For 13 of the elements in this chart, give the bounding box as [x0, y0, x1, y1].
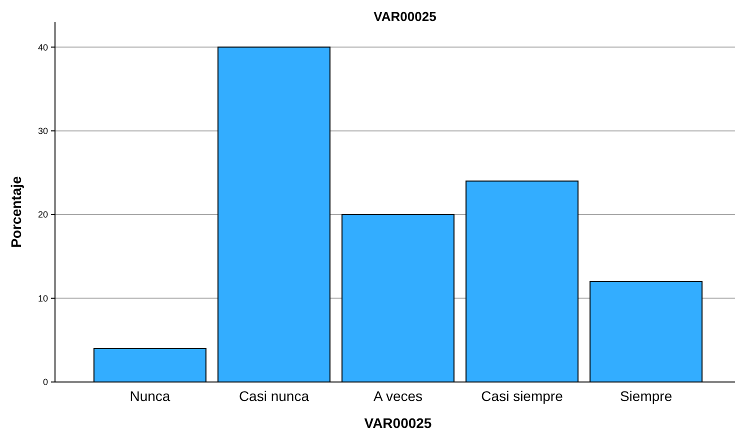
x-axis-title: VAR00025 — [364, 415, 432, 431]
y-tick-label: 10 — [38, 293, 48, 304]
x-tick-label: Casi nunca — [238, 388, 310, 404]
y-axis-title: Porcentaje — [8, 176, 24, 248]
x-tick-label: Casi siempre — [481, 388, 564, 404]
y-tick-label: 40 — [38, 42, 48, 52]
chart-title: VAR00025 — [374, 9, 436, 24]
y-tick-label: 30 — [38, 126, 48, 136]
x-tick-label: Siempre — [620, 388, 672, 404]
y-tick-label: 20 — [38, 210, 48, 220]
y-tick-label: 0 — [42, 377, 48, 388]
x-tick-label: Nunca — [130, 388, 170, 404]
x-tick-label: A veces — [373, 388, 423, 404]
